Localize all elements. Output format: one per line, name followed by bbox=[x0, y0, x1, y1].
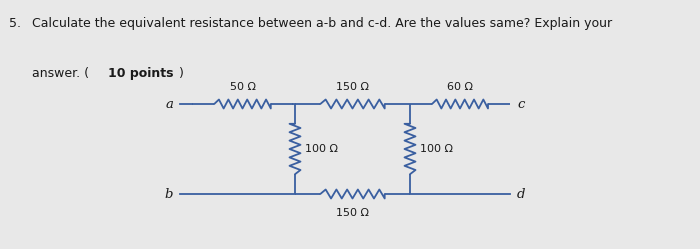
Text: b: b bbox=[164, 187, 173, 200]
Text: a: a bbox=[165, 98, 173, 111]
Text: 100 Ω: 100 Ω bbox=[305, 144, 338, 154]
Text: 150 Ω: 150 Ω bbox=[336, 208, 369, 218]
Text: Calculate the equivalent resistance between a-b and c-d. Are the values same? Ex: Calculate the equivalent resistance betw… bbox=[32, 17, 612, 30]
Text: 60 Ω: 60 Ω bbox=[447, 82, 473, 92]
Text: 5.: 5. bbox=[9, 17, 21, 30]
Text: 50 Ω: 50 Ω bbox=[230, 82, 256, 92]
Text: 10 points: 10 points bbox=[108, 67, 174, 80]
Text: d: d bbox=[517, 187, 526, 200]
Text: 100 Ω: 100 Ω bbox=[420, 144, 453, 154]
Text: answer. (: answer. ( bbox=[32, 67, 88, 80]
Text: c: c bbox=[517, 98, 524, 111]
Text: 150 Ω: 150 Ω bbox=[336, 82, 369, 92]
Text: ): ) bbox=[178, 67, 183, 80]
